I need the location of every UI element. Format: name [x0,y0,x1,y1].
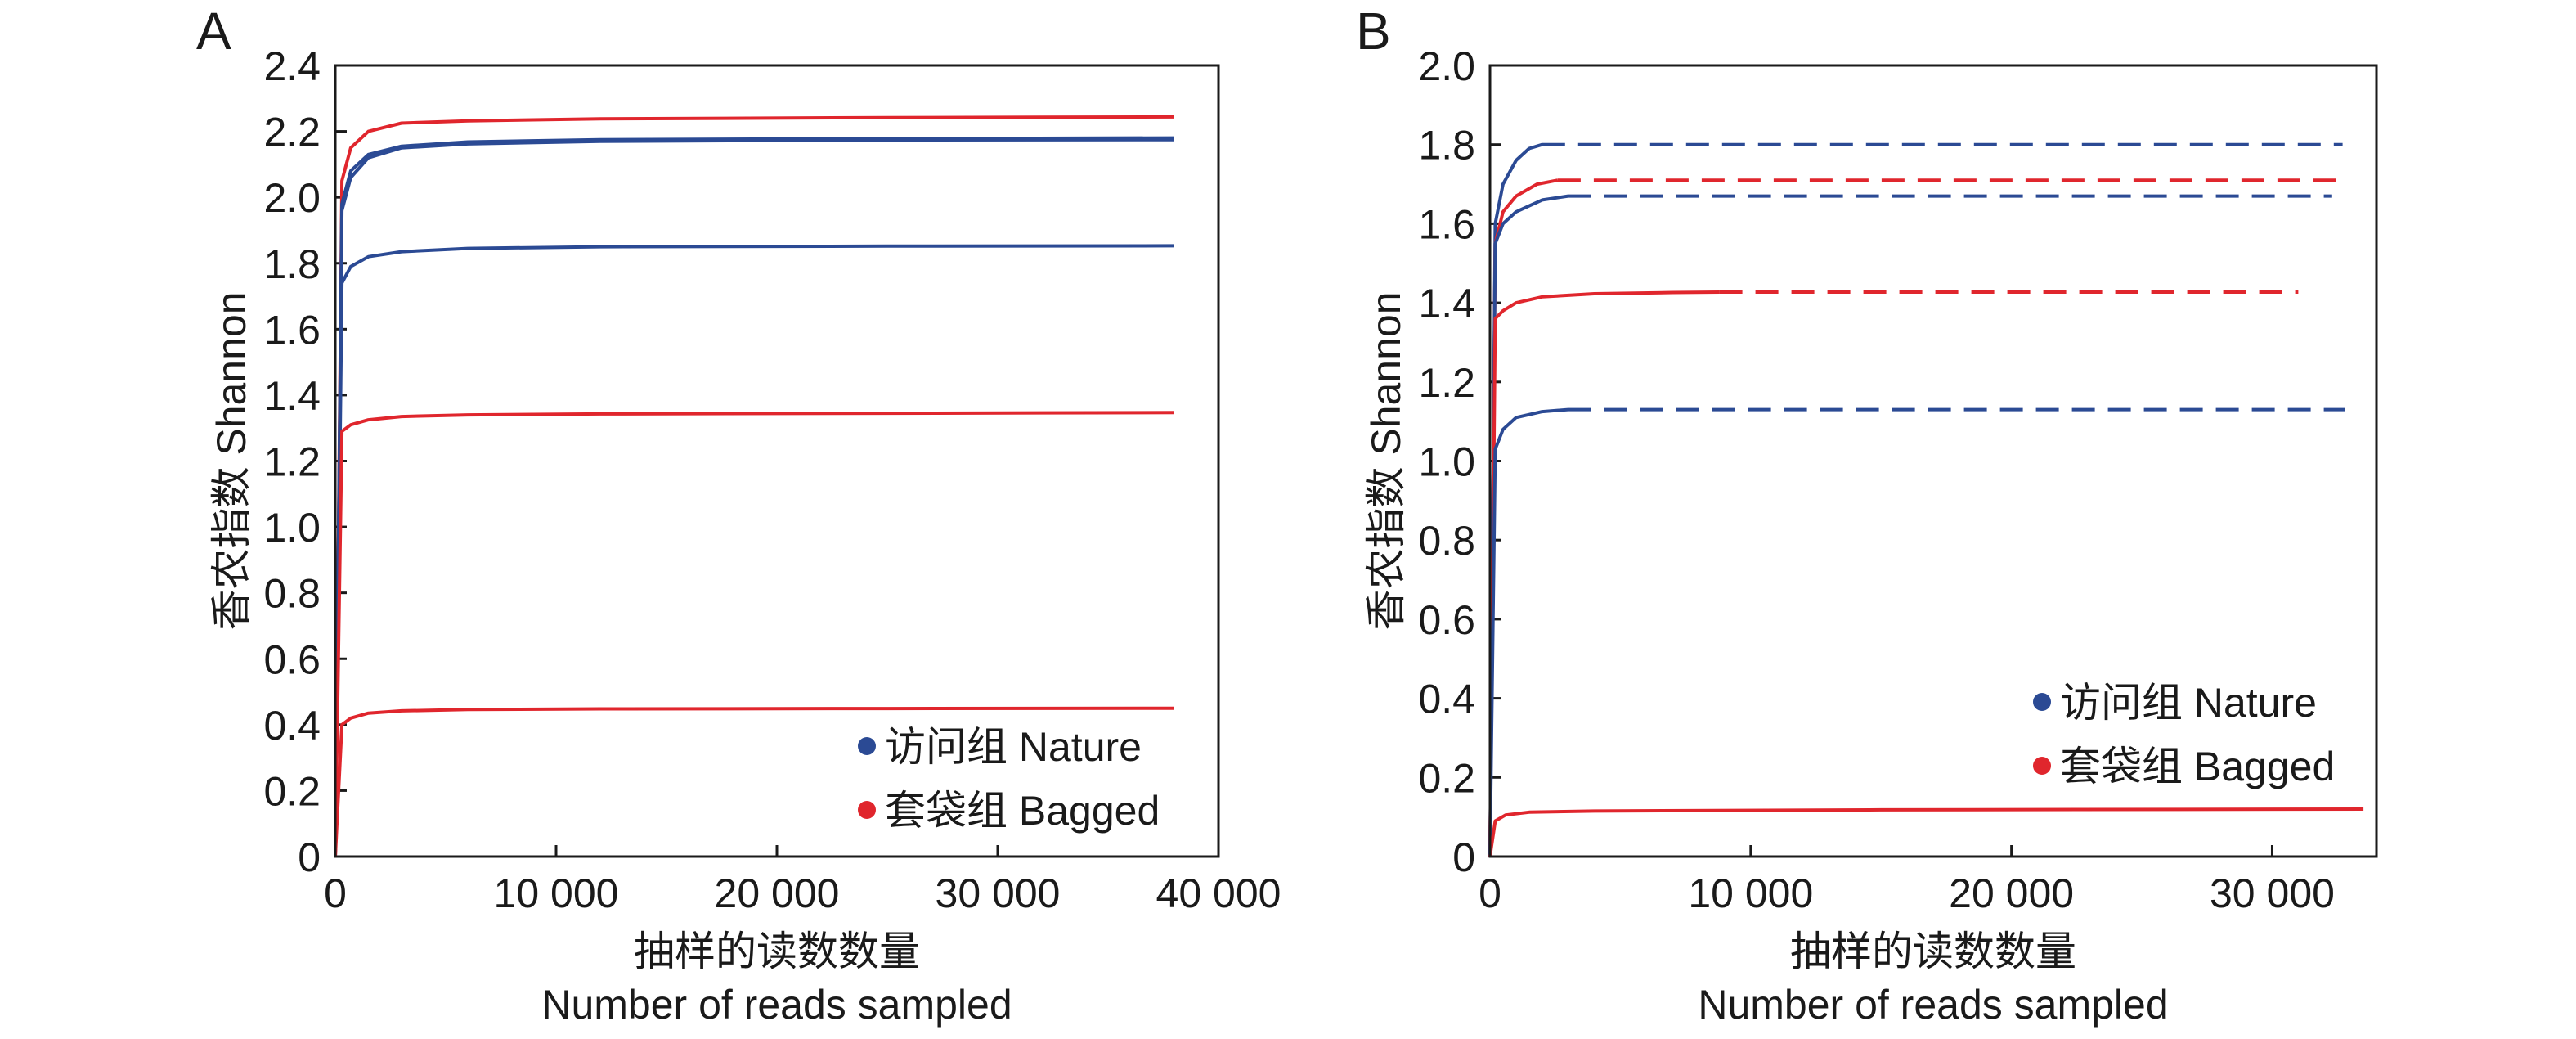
y-tick-label: 1.6 [1418,201,1475,247]
plot-frame [334,64,1220,858]
series-line [1488,290,1720,857]
x-tick-label: 10 000 [1688,870,1813,916]
y-tick-label: 0.8 [1418,518,1475,564]
y-tick-label: 1.0 [1418,439,1475,485]
x-tick-label: 30 000 [936,870,1061,916]
y-tick-label: 1.2 [263,439,321,485]
plot-frame [1488,64,2378,858]
y-tick-label: 1.6 [263,307,321,353]
y-tick-label: 2.4 [263,43,321,89]
y-tick-label: 1.8 [263,241,321,287]
y-tick-label: 1.4 [1418,281,1475,326]
series-line [334,137,1175,857]
y-tick-label: 0.2 [263,768,321,814]
y-tick-label: 0.6 [263,636,321,682]
legend-marker [2033,693,2051,711]
x-tick-label: 10 000 [494,870,619,916]
series-line [1488,407,1568,857]
x-tick-label: 20 000 [1949,870,2074,916]
legend-marker [858,801,876,819]
y-tick-label: 0.4 [263,703,321,749]
x-tick-label: 0 [1479,870,1501,916]
y-tick-label: 0.4 [1418,677,1475,722]
panel-label: A [196,2,231,61]
legend-label: 套袋组 Bagged [885,788,1160,834]
y-tick-label: 0.6 [1418,597,1475,643]
series-line [1488,807,2364,857]
y-tick-label: 0 [298,834,321,880]
x-tick-label: 30 000 [2210,870,2335,916]
x-axis-title-en: Number of reads sampled [1698,982,2168,1028]
legend-label: 套袋组 Bagged [2060,744,2335,789]
y-tick-label: 1.4 [263,373,321,419]
y-tick-label: 2.0 [263,175,321,221]
legend-label: 访问组 Nature [2060,680,2317,726]
y-axis-title: 香农指数 Shannon [1363,291,1409,630]
series-line [334,411,1175,857]
legend-marker [858,737,876,755]
x-tick-label: 0 [324,870,347,916]
x-tick-label: 20 000 [715,870,840,916]
y-tick-label: 1.0 [263,505,321,551]
panel-label: B [1356,2,1391,61]
series-line [334,244,1175,857]
legend-label: 访问组 Nature [885,724,1142,770]
x-axis-title-en: Number of reads sampled [541,982,1012,1028]
y-tick-label: 0 [1452,834,1475,880]
chart-panel-b: B 0 0.2 0.4 0.6 0.8 1.0 1.2 1.4 1.6 1.8 2.0 0 10 000 2… [1356,2,2378,1028]
y-tick-label: 0.2 [1418,755,1475,801]
x-tick-label: 40 000 [1156,870,1281,916]
y-tick-label: 2.2 [263,110,321,155]
series-line [334,706,1175,857]
y-tick-label: 1.2 [1418,360,1475,406]
y-tick-label: 2.0 [1418,43,1475,89]
y-axis-title: 香农指数 Shannon [209,291,254,630]
x-axis-title-cn: 抽样的读数数量 [634,929,920,974]
series-line [1488,142,1543,857]
y-tick-label: 1.8 [1418,123,1475,169]
legend-marker [2033,757,2051,775]
series-line [1488,178,1559,857]
y-tick-label: 0.8 [263,571,321,617]
series-line [334,115,1175,857]
x-axis-title-cn: 抽样的读数数量 [1790,929,2076,974]
chart-panel-a: A 0 0.2 0.4 0.6 0.8 1.0 1.2 1.4 1.6 1.8 2.0 2.2 2.4 0 1… [196,2,1281,1028]
